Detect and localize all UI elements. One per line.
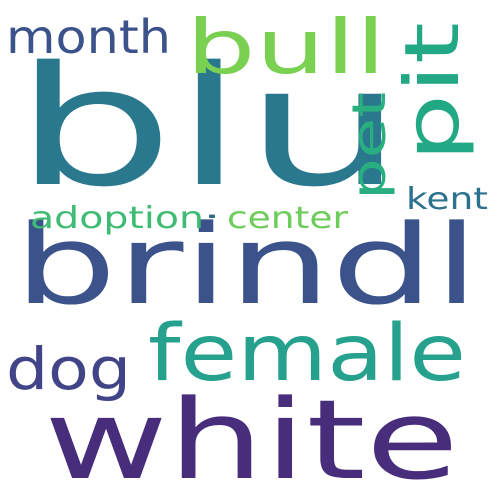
word-white: white: [44, 376, 459, 500]
word-blu: blu: [14, 31, 404, 223]
word-dog: dog: [6, 335, 131, 403]
word-adoption: adoption: [30, 201, 204, 236]
word-center: center: [227, 201, 348, 236]
word-pet: pet: [342, 92, 396, 200]
word-pit: pit: [388, 22, 476, 163]
word-female: female: [148, 309, 466, 399]
word-dot: ·: [203, 200, 221, 233]
word-bull: bull: [186, 3, 386, 91]
word-month: month: [6, 10, 171, 64]
word-kent: kent: [406, 182, 488, 217]
word-brindl: brindl: [14, 201, 479, 329]
